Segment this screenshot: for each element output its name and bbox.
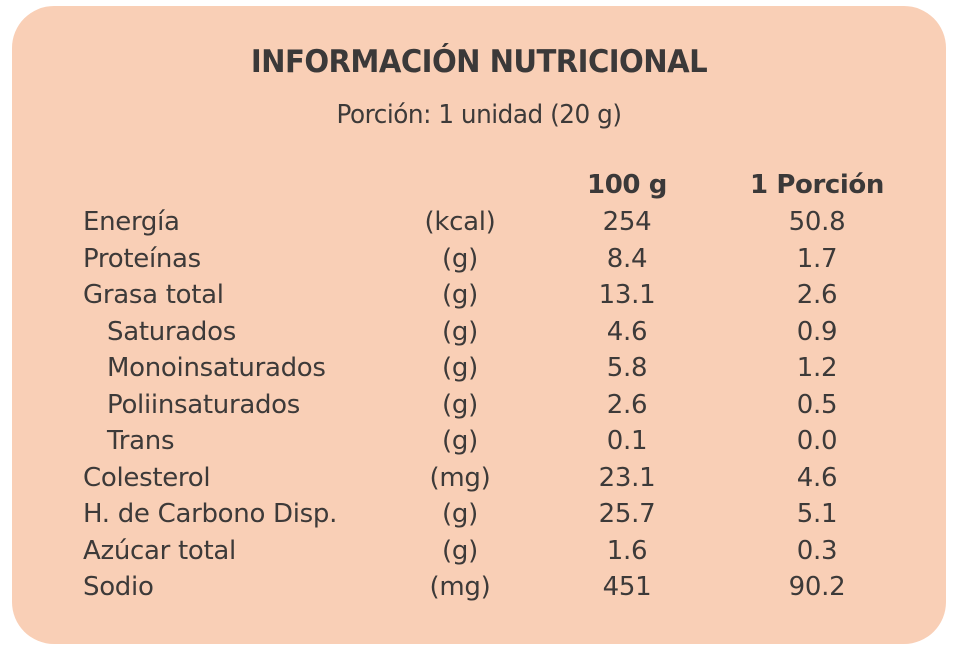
value-per-100g: 13.1: [598, 280, 656, 310]
table-row: Monoinsaturados (g) 5.8 1.2: [12, 353, 946, 390]
table-row: Sodio (mg) 451 90.2: [12, 572, 946, 609]
table-row: Energía (kcal) 254 50.8: [12, 207, 946, 244]
value-per-portion: 50.8: [788, 207, 846, 237]
value-per-portion: 0.3: [796, 535, 838, 566]
nutrient-name: Saturados: [107, 316, 236, 347]
value-per-100g: 451: [602, 572, 652, 602]
value-per-100g: 2.6: [606, 389, 648, 420]
value-per-portion: 5.1: [796, 499, 838, 529]
value-per-100g: 4.6: [606, 316, 648, 347]
table-row: Proteínas (g) 8.4 1.7: [12, 244, 946, 281]
nutrient-unit: (mg): [429, 572, 491, 602]
nutrient-name: Azúcar total: [83, 535, 236, 566]
nutrient-unit: (mg): [429, 462, 491, 493]
table-row: Trans (g) 0.1 0.0: [12, 426, 946, 463]
column-header-100g: 100 g: [587, 170, 667, 200]
value-per-100g: 5.8: [606, 353, 648, 383]
nutrient-name: Trans: [107, 426, 175, 456]
nutrient-unit: (g): [442, 316, 478, 347]
table-row: H. de Carbono Disp. (g) 25.7 5.1: [12, 499, 946, 536]
table-row: Grasa total (g) 13.1 2.6: [12, 280, 946, 317]
value-per-portion: 1.2: [796, 353, 838, 383]
nutrient-unit: (g): [442, 535, 478, 566]
table-row: Colesterol (mg) 23.1 4.6: [12, 463, 946, 500]
value-per-100g: 8.4: [606, 243, 648, 274]
value-per-portion: 1.7: [796, 243, 838, 274]
serving-size: Porción: 1 unidad (20 g): [336, 100, 622, 130]
value-per-100g: 254: [602, 207, 652, 237]
nutrient-unit: (g): [442, 426, 478, 456]
table-row: Azúcar total (g) 1.6 0.3: [12, 536, 946, 573]
nutrient-name: Proteínas: [83, 243, 201, 274]
nutrient-unit: (g): [442, 353, 478, 383]
nutrition-facts-panel: INFORMACIÓN NUTRICIONAL Porción: 1 unida…: [12, 6, 946, 644]
nutrient-unit: (kcal): [424, 207, 496, 237]
column-header-portion: 1 Porción: [750, 170, 884, 200]
nutrition-table: Energía (kcal) 254 50.8 Proteínas (g) 8.…: [12, 207, 946, 609]
value-per-portion: 4.6: [796, 462, 838, 493]
nutrient-name: Grasa total: [83, 280, 224, 310]
value-per-100g: 0.1: [606, 426, 648, 456]
nutrient-name: Monoinsaturados: [107, 353, 326, 383]
table-row: Poliinsaturados (g) 2.6 0.5: [12, 390, 946, 427]
value-per-portion: 0.0: [796, 426, 838, 456]
nutrient-unit: (g): [442, 243, 478, 274]
value-per-portion: 0.9: [796, 316, 838, 347]
nutrient-name: Colesterol: [83, 462, 211, 493]
nutrient-name: Energía: [83, 207, 180, 237]
panel-title: INFORMACIÓN NUTRICIONAL: [250, 44, 708, 80]
value-per-portion: 90.2: [788, 572, 846, 602]
value-per-portion: 2.6: [796, 280, 838, 310]
nutrient-name: H. de Carbono Disp.: [83, 499, 338, 529]
nutrient-unit: (g): [442, 280, 478, 310]
value-per-100g: 1.6: [606, 535, 648, 566]
nutrient-unit: (g): [442, 499, 478, 529]
value-per-portion: 0.5: [796, 389, 838, 420]
nutrient-unit: (g): [442, 389, 478, 420]
value-per-100g: 25.7: [598, 499, 656, 529]
nutrient-name: Poliinsaturados: [107, 389, 301, 420]
nutrient-name: Sodio: [83, 572, 154, 602]
table-row: Saturados (g) 4.6 0.9: [12, 317, 946, 354]
value-per-100g: 23.1: [598, 462, 656, 493]
